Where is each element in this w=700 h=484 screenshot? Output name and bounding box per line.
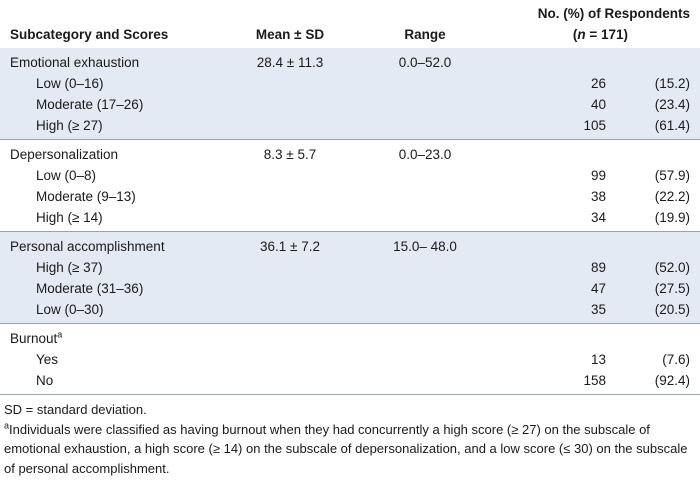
row-count: 158 xyxy=(583,373,606,388)
row-count: 38 xyxy=(590,189,606,204)
row-count: 99 xyxy=(590,168,606,183)
row-percent: (7.6) xyxy=(662,352,690,367)
row-label: Moderate (9–13) xyxy=(36,189,136,204)
paren-open: ( xyxy=(572,27,578,42)
group-label: Personal accomplishment xyxy=(10,239,165,254)
row-percent: (23.4) xyxy=(654,97,690,112)
group-rule xyxy=(0,139,700,140)
header-respondents: No. (%) of Respondents xyxy=(537,6,690,21)
row-label: High (≥ 27) xyxy=(36,118,103,133)
group-rule xyxy=(0,231,700,232)
group-band xyxy=(0,324,700,395)
group-label: Burnout xyxy=(10,331,58,346)
row-count: 47 xyxy=(590,281,606,296)
row-percent: (20.5) xyxy=(654,302,690,317)
group-label: Depersonalization xyxy=(10,147,119,162)
header-mean-sd: Mean ± SD xyxy=(255,27,325,42)
group-name: Burnouta xyxy=(10,328,62,349)
group-rule xyxy=(0,323,700,324)
n-symbol: n xyxy=(577,27,586,42)
row-percent: (27.5) xyxy=(654,281,690,296)
row-percent: (22.2) xyxy=(654,189,690,204)
range: 0.0–23.0 xyxy=(398,147,452,162)
row-percent: (15.2) xyxy=(654,76,690,91)
row-label: Low (0–30) xyxy=(36,302,104,317)
row-count: 89 xyxy=(590,260,606,275)
group-name: Personal accomplishment xyxy=(10,236,165,257)
row-label: High (≥ 14) xyxy=(36,210,103,225)
row-label: No xyxy=(36,373,54,388)
row-count: 13 xyxy=(590,352,606,367)
range: 15.0– 48.0 xyxy=(393,239,457,254)
row-count: 40 xyxy=(590,97,606,112)
group-band xyxy=(0,140,700,232)
row-label: Low (0–16) xyxy=(36,76,104,91)
group-band xyxy=(0,48,700,140)
group-name: Emotional exhaustion xyxy=(10,52,139,73)
row-percent: (92.4) xyxy=(654,373,690,388)
row-count: 34 xyxy=(590,210,606,225)
row-percent: (52.0) xyxy=(654,260,690,275)
row-count: 105 xyxy=(583,118,606,133)
footnote-burnout: aIndividuals were classified as having b… xyxy=(4,420,696,479)
header-subcategory: Subcategory and Scores xyxy=(10,27,169,42)
row-label: Moderate (17–26) xyxy=(36,97,144,112)
group-rule xyxy=(0,394,700,395)
row-label: Moderate (31–36) xyxy=(36,281,144,296)
row-percent: (57.9) xyxy=(654,168,690,183)
group-band xyxy=(0,232,700,324)
row-count: 26 xyxy=(590,76,606,91)
header-range: Range xyxy=(404,27,446,42)
header-n: (n = 171) xyxy=(470,24,628,45)
row-percent: (61.4) xyxy=(654,118,690,133)
range: 0.0–52.0 xyxy=(398,55,452,70)
n-value: = 171) xyxy=(585,27,628,42)
group-marker: a xyxy=(57,329,63,340)
mean-sd: 36.1 ± 7.2 xyxy=(260,239,320,254)
group-name: Depersonalization xyxy=(10,144,118,165)
row-label: High (≥ 37) xyxy=(36,260,103,275)
row-label: Yes xyxy=(36,352,59,367)
footnote-marker: a xyxy=(4,420,10,431)
footnote-text: Individuals were classified as having bu… xyxy=(4,421,688,476)
mean-sd: 28.4 ± 11.3 xyxy=(256,55,324,70)
footnote-abbreviation: SD = standard deviation. xyxy=(4,402,147,417)
group-label: Emotional exhaustion xyxy=(10,55,140,70)
row-percent: (19.9) xyxy=(654,210,690,225)
mean-sd: 8.3 ± 5.7 xyxy=(263,147,317,162)
row-label: Low (0–8) xyxy=(36,168,97,183)
row-count: 35 xyxy=(590,302,606,317)
